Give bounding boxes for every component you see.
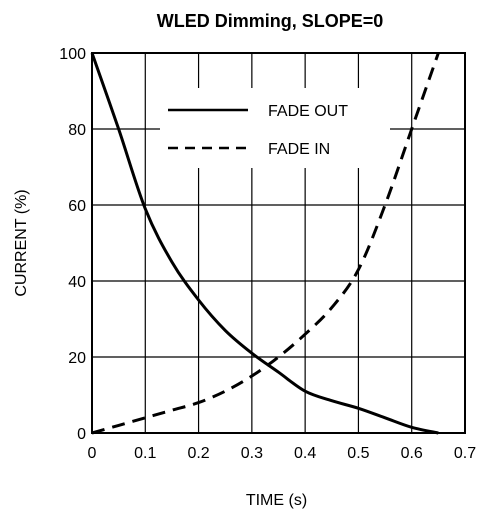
y-axis-label: CURRENT (%) xyxy=(13,189,30,296)
y-tick-label: 80 xyxy=(68,122,86,139)
x-tick-label: 0.6 xyxy=(401,445,423,462)
x-tick-label: 0.4 xyxy=(294,445,316,462)
chart-title: WLED Dimming, SLOPE=0 xyxy=(157,11,384,31)
y-tick-label: 100 xyxy=(59,46,86,63)
y-tick-label: 40 xyxy=(68,274,86,291)
x-tick-label: 0.2 xyxy=(187,445,209,462)
x-tick-labels: 0 0.1 0.2 0.3 0.4 0.5 0.6 0.7 xyxy=(88,445,477,462)
y-tick-label: 0 xyxy=(77,426,86,443)
legend-label-fade-out: FADE OUT xyxy=(268,103,348,120)
series-line-fade-out xyxy=(90,52,439,435)
y-tick-label: 60 xyxy=(68,198,86,215)
legend-background xyxy=(160,88,390,168)
x-tick-label: 0 xyxy=(88,445,97,462)
legend-label-fade-in: FADE IN xyxy=(268,141,330,158)
y-tick-label: 20 xyxy=(68,350,86,367)
series-line-fade-in xyxy=(91,52,440,435)
y-tick-labels: 0 20 40 60 80 100 xyxy=(59,46,86,443)
legend: FADE OUT FADE IN xyxy=(160,88,390,168)
x-tick-label: 0.1 xyxy=(134,445,156,462)
x-tick-label: 0.7 xyxy=(454,445,476,462)
x-tick-label: 0.3 xyxy=(241,445,263,462)
series-lines xyxy=(90,52,440,435)
plot-frame xyxy=(91,52,466,434)
x-tick-label: 0.5 xyxy=(347,445,369,462)
x-axis-label: TIME (s) xyxy=(246,492,307,509)
